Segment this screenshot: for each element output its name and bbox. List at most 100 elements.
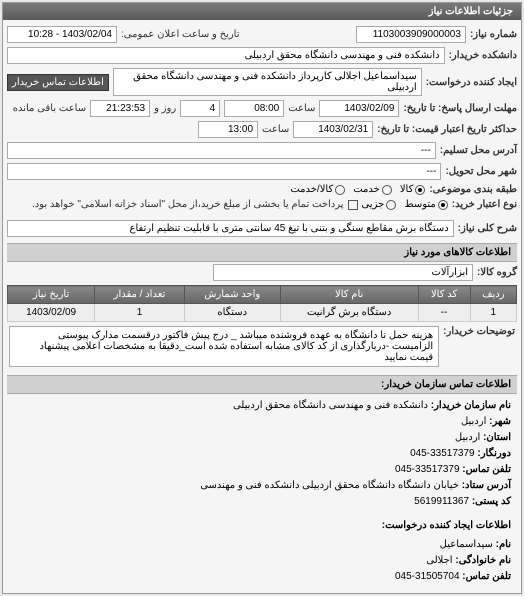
cell-code: -- — [418, 304, 470, 322]
buyer-address-field: --- — [7, 142, 436, 159]
org-name: دانشکده فنی و مهندسی دانشگاه محقق اردبیل… — [233, 400, 428, 411]
org-name-label: نام سازمان خریدار: — [431, 400, 511, 411]
radio-goods-service[interactable]: کالا/خدمت — [290, 184, 345, 195]
address-label: آدرس ستاد: — [462, 480, 511, 491]
row-buyer-address: آدرس محل تسلیم: --- — [7, 140, 517, 161]
creator-section: نام: سیداسماعیل نام خانوادگی: اجلالی تلف… — [7, 533, 517, 589]
contact-section: نام سازمان خریدار: دانشکده فنی و مهندسی … — [7, 394, 517, 514]
public-datetime-field: 1403/02/04 - 10:28 — [7, 26, 117, 43]
radio-dot-icon — [438, 200, 448, 210]
buyer-faculty-field: دانشکده فنی و مهندسی دانشگاه محقق اردبیل… — [7, 47, 445, 64]
cell-qty: 1 — [95, 304, 185, 322]
radio-service-label: خدمت — [353, 184, 380, 195]
city-delivery-field: --- — [7, 163, 441, 180]
time-remain-field: 21:23:53 — [90, 100, 150, 117]
radio-goods[interactable]: کالا — [400, 184, 426, 195]
time-remain-label: ساعت باقی مانده — [13, 103, 86, 114]
row-deadline-accept: حداکثر تاریخ اعتبار قیمت: تا تاریخ: 1403… — [7, 119, 517, 140]
radio-goods-label: کالا — [400, 184, 414, 195]
city-val: اردبیل — [461, 416, 486, 427]
postal-label: کد پستی: — [472, 496, 511, 507]
deadline-time-field: 08:00 — [224, 100, 284, 117]
notes-box: هزینه حمل تا دانشگاه به عهده فروشنده میب… — [9, 326, 439, 367]
requester-label: ایجاد کننده درخواست: — [426, 77, 517, 88]
buy-type-label: نوع اعتبار خرید: — [452, 199, 517, 210]
deadline-send-label: مهلت ارسال پاسخ: تا تاریخ: — [403, 103, 517, 114]
public-datetime-label: تاریخ و ساعت اعلان عمومی: — [121, 29, 240, 40]
contact-header: اطلاعات تماس سازمان خریدار: — [7, 375, 517, 394]
radio-goods-service-label: کالا/خدمت — [290, 184, 333, 195]
col-code: کد کالا — [418, 286, 470, 304]
buyer-address-label: آدرس محل تسلیم: — [440, 145, 517, 156]
radio-service[interactable]: خدمت — [353, 184, 392, 195]
requester-field: سیداسماعیل اجلالی کارپرداز دانشکده فنی و… — [113, 68, 422, 96]
row-group: گروه کالا: ابزارآلات — [7, 262, 517, 283]
row-grouping: طبقه بندی موضوعی: کالا خدمت کالا/خدمت — [7, 182, 517, 197]
cell-idx: 1 — [470, 304, 516, 322]
goods-info-header: اطلاعات کالاهای مورد نیاز — [7, 243, 517, 262]
row-req-number: شماره نیاز: 1103003909000003 تاریخ و ساع… — [7, 24, 517, 45]
radio-partial[interactable]: جزیی — [362, 199, 397, 210]
family-label: نام خانوادگی: — [455, 555, 511, 566]
treasury-checkbox-label: پرداخت تمام یا بخشی از مبلغ خرید،از محل … — [32, 199, 344, 210]
general-desc-label: شرح کلی نیاز: — [458, 223, 517, 234]
group-field: ابزارآلات — [213, 264, 473, 281]
name-val: سیداسماعیل — [440, 539, 493, 550]
col-qty: تعداد / مقدار — [95, 286, 185, 304]
radio-dot-icon — [335, 185, 345, 195]
row-requester: ایجاد کننده درخواست: سیداسماعیل اجلالی ک… — [7, 66, 517, 98]
col-unit: واحد شمارش — [184, 286, 280, 304]
cell-date: 1403/02/09 — [8, 304, 95, 322]
radio-medium[interactable]: متوسط — [404, 199, 447, 210]
radio-dot-icon — [382, 185, 392, 195]
buyer-faculty-label: دانشکده خریدار: — [449, 50, 517, 61]
row-buy-type: نوع اعتبار خرید: متوسط جزیی پرداخت تمام … — [7, 197, 517, 212]
req-number-field: 1103003909000003 — [356, 26, 466, 43]
req-creator-header: اطلاعات ایجاد کننده درخواست: — [7, 518, 517, 533]
province-label: استان: — [483, 432, 511, 443]
contact-phone-label: تلفن تماس: — [462, 571, 511, 582]
row-city-delivery: شهر محل تحویل: --- — [7, 161, 517, 182]
fax-label: دورنگار: — [477, 448, 511, 459]
radio-partial-label: جزیی — [362, 199, 385, 210]
deadline-date-field: 1403/02/09 — [319, 100, 399, 117]
group-label: گروه کالا: — [477, 267, 517, 278]
time-label-1: ساعت — [288, 103, 315, 114]
accept-time-field: 13:00 — [198, 121, 258, 138]
days-remain-label: روز و — [154, 103, 176, 114]
cell-name: دستگاه برش گرانیت — [280, 304, 418, 322]
phone-val: 33517379-045 — [395, 464, 460, 475]
days-remain-field: 4 — [180, 100, 220, 117]
notes-label: توضیحات خریدار: — [443, 326, 515, 337]
city-delivery-label: شهر محل تحویل: — [445, 166, 517, 177]
phone-label: تلفن تماس: — [462, 464, 511, 475]
table-row: 1 -- دستگاه برش گرانیت دستگاه 1 1403/02/… — [8, 304, 517, 322]
col-date: تاریخ نیاز — [8, 286, 95, 304]
col-row: ردیف — [470, 286, 516, 304]
name-label: نام: — [496, 539, 511, 550]
details-panel: جزئیات اطلاعات نیاز شماره نیاز: 11030039… — [2, 2, 522, 594]
col-name: نام کالا — [280, 286, 418, 304]
address-val: خیابان دانشگاه دانشگاه محقق اردبیلی دانش… — [200, 480, 459, 491]
time-label-2: ساعت — [262, 124, 289, 135]
treasury-checkbox[interactable] — [348, 200, 358, 210]
panel-body: شماره نیاز: 1103003909000003 تاریخ و ساع… — [3, 20, 521, 593]
accept-date-field: 1403/02/31 — [293, 121, 373, 138]
city-label: شهر: — [489, 416, 511, 427]
panel-title: جزئیات اطلاعات نیاز — [3, 3, 521, 20]
buy-type-radio-group: متوسط جزیی — [362, 199, 448, 210]
deadline-accept-label: حداکثر تاریخ اعتبار قیمت: تا تاریخ: — [377, 124, 517, 135]
row-general-desc: شرح کلی نیاز: دستگاه برش مقاطع سنگی و بت… — [7, 218, 517, 239]
row-buyer-faculty: دانشکده خریدار: دانشکده فنی و مهندسی دان… — [7, 45, 517, 66]
row-notes: توضیحات خریدار: هزینه حمل تا دانشگاه به … — [7, 322, 517, 371]
buyer-contact-button[interactable]: اطلاعات تماس خریدار — [7, 74, 109, 91]
cell-unit: دستگاه — [184, 304, 280, 322]
grouping-radio-group: کالا خدمت کالا/خدمت — [290, 184, 425, 195]
contact-phone-val: 31505704-045 — [395, 571, 460, 582]
row-deadline-send: مهلت ارسال پاسخ: تا تاریخ: 1403/02/09 سا… — [7, 98, 517, 119]
radio-dot-icon — [386, 200, 396, 210]
radio-medium-label: متوسط — [404, 199, 435, 210]
goods-table: ردیف کد کالا نام کالا واحد شمارش تعداد /… — [7, 285, 517, 322]
fax-val: 33517379-045 — [410, 448, 475, 459]
postal-val: 5619911367 — [414, 496, 469, 507]
